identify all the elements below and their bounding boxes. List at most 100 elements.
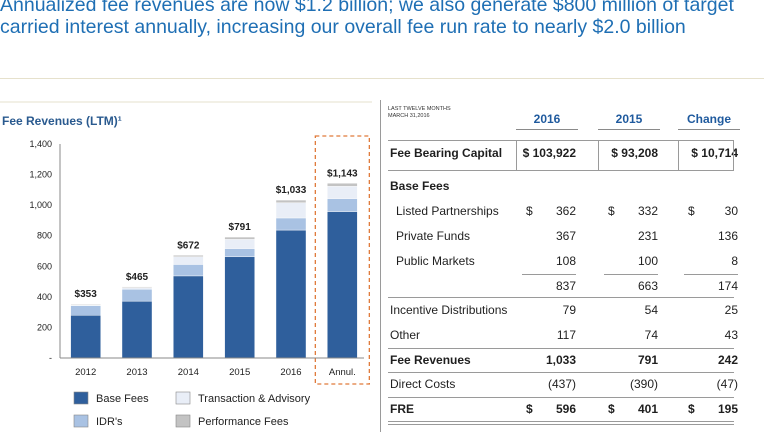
headline-line-2: carried interest annually, increasing ou…: [0, 16, 686, 38]
row-label: Fee Bearing Capital: [390, 146, 503, 160]
cell-value: $ 93,208: [611, 146, 658, 160]
cell-value: 136: [717, 229, 738, 243]
bar-total-label: $791: [229, 222, 252, 233]
y-tick-label: 1,400: [29, 139, 52, 149]
headline-line-1: Annualized fee revenues are now $1.2 bil…: [0, 0, 734, 16]
cell-value: 242: [717, 353, 738, 367]
fee-revenues-chart: Fee Revenues (LTM)¹ 1,400 1,200 1,000 800 600…: [0, 101, 372, 428]
bar-2016-idr-s: [275, 217, 307, 231]
row-rule: [388, 297, 734, 298]
cell-value: 231: [637, 229, 658, 243]
bar-total-label: $672: [177, 240, 200, 251]
table-row: Fee Bearing Capital $ 103,922 $ 93,208 $ 10…: [388, 146, 738, 164]
bar-Annul.-idr-s: [327, 198, 358, 212]
cell-value: 332: [637, 204, 658, 218]
bar-2016-transaction-advisory: [275, 202, 307, 219]
bar-2012-base-fees: [70, 314, 101, 359]
dollar-sign: $: [688, 204, 695, 218]
header-note-line-1: LAST TWELVE MONTHS: [388, 106, 451, 112]
y-tick-label: 200: [37, 322, 52, 332]
row-label: Base Fees: [390, 179, 450, 193]
cell-value: 837: [555, 279, 576, 293]
row-rule: [388, 421, 734, 422]
legend-swatch: [175, 414, 191, 428]
cell-value: $ 10,714: [691, 146, 738, 160]
y-tick-label: 800: [37, 231, 52, 241]
dollar-sign: $: [608, 402, 615, 416]
table-header-note: LAST TWELVE MONTHS MARCH 31,2016: [388, 106, 478, 120]
bar-Annul.-base-fees: [327, 211, 358, 359]
table-row: Private Funds 367 231 136: [388, 229, 738, 247]
table-row: Public Markets 108 100 8: [388, 254, 738, 272]
dollar-sign: $: [526, 402, 533, 416]
bar-total-label: $465: [126, 272, 149, 283]
y-tick-label: 600: [37, 261, 52, 271]
column-header-underline: [516, 129, 578, 130]
column-header: 2015: [615, 112, 643, 126]
table-row: Fee Revenues 1,033 791 242: [388, 353, 738, 371]
row-label: Direct Costs: [390, 377, 456, 391]
y-tick-label: 1,200: [29, 170, 52, 180]
legend-label: IDR's: [96, 416, 123, 428]
bar-2012-idr-s: [70, 305, 101, 316]
legend-swatch: [175, 391, 191, 405]
legend-swatch: [73, 414, 89, 428]
row-rule: [388, 140, 734, 141]
subtotal-rule: [604, 274, 658, 275]
y-tick-label: 400: [37, 292, 52, 302]
row-label: FRE: [390, 402, 414, 416]
bar-Annul.-transaction-advisory: [327, 186, 358, 199]
cell-value: 108: [555, 254, 576, 268]
headline: Annualized fee revenues are now $1.2 bil…: [0, 0, 764, 38]
bar-2015-transaction-advisory: [224, 239, 255, 249]
cell-value: $ 103,922: [522, 146, 576, 160]
bar-2016-performance-fees: [275, 199, 307, 203]
bar-Annul.-performance-fees: [327, 183, 358, 187]
dollar-sign: $: [608, 204, 615, 218]
cell-value: 195: [717, 402, 738, 416]
bar-2016-base-fees: [275, 229, 307, 359]
dollar-sign: $: [688, 402, 695, 416]
table-row: Other 117 74 43: [388, 328, 738, 346]
cell-value: 791: [637, 353, 658, 367]
row-label: Incentive Distributions: [390, 303, 508, 317]
top-divider: [0, 78, 764, 79]
bar-2014-transaction-advisory: [173, 256, 204, 265]
legend-label: Performance Fees: [198, 416, 289, 428]
cell-value: 30: [724, 204, 738, 218]
cell-value: 100: [637, 254, 658, 268]
bar-total-label: $1,033: [276, 185, 307, 196]
dollar-sign: $: [526, 204, 533, 218]
column-header: 2016: [533, 112, 561, 126]
bar-total-label: $353: [75, 289, 98, 300]
cell-value: 596: [555, 402, 576, 416]
bar-2012-performance-fees: [70, 303, 101, 306]
bar-2015-base-fees: [224, 256, 255, 359]
cell-value: 54: [644, 303, 658, 317]
cell-value: (437): [547, 377, 576, 391]
y-tick-label: -: [49, 353, 52, 363]
column-header: Change: [686, 112, 731, 126]
chart-title: Fee Revenues (LTM)¹: [2, 114, 122, 128]
cell-value: 362: [555, 204, 576, 218]
cell-value: 1,033: [545, 353, 576, 367]
table-row: Direct Costs (437) (390) (47): [388, 377, 738, 395]
table-row: Base Fees: [388, 179, 734, 197]
column-header-underline: [598, 129, 660, 130]
row-label: Public Markets: [396, 254, 475, 268]
cell-value: 25: [724, 303, 738, 317]
x-tick-label: 2015: [229, 367, 250, 378]
row-rule: [388, 397, 734, 398]
table-row: Incentive Distributions 79 54 25: [388, 303, 738, 321]
legend-label: Base Fees: [96, 393, 149, 405]
cell-value: 367: [555, 229, 576, 243]
highlight-box: [314, 135, 370, 385]
bar-2015-idr-s: [224, 248, 255, 258]
x-tick-label: 2014: [178, 367, 199, 378]
header-note-line-2: MARCH 31,2016: [388, 113, 430, 119]
subtotal-rule: [684, 274, 738, 275]
legend-label: Transaction & Advisory: [198, 393, 311, 405]
bar-2013-base-fees: [121, 300, 153, 359]
cell-value: 8: [731, 254, 738, 268]
cell-value: 174: [717, 279, 738, 293]
